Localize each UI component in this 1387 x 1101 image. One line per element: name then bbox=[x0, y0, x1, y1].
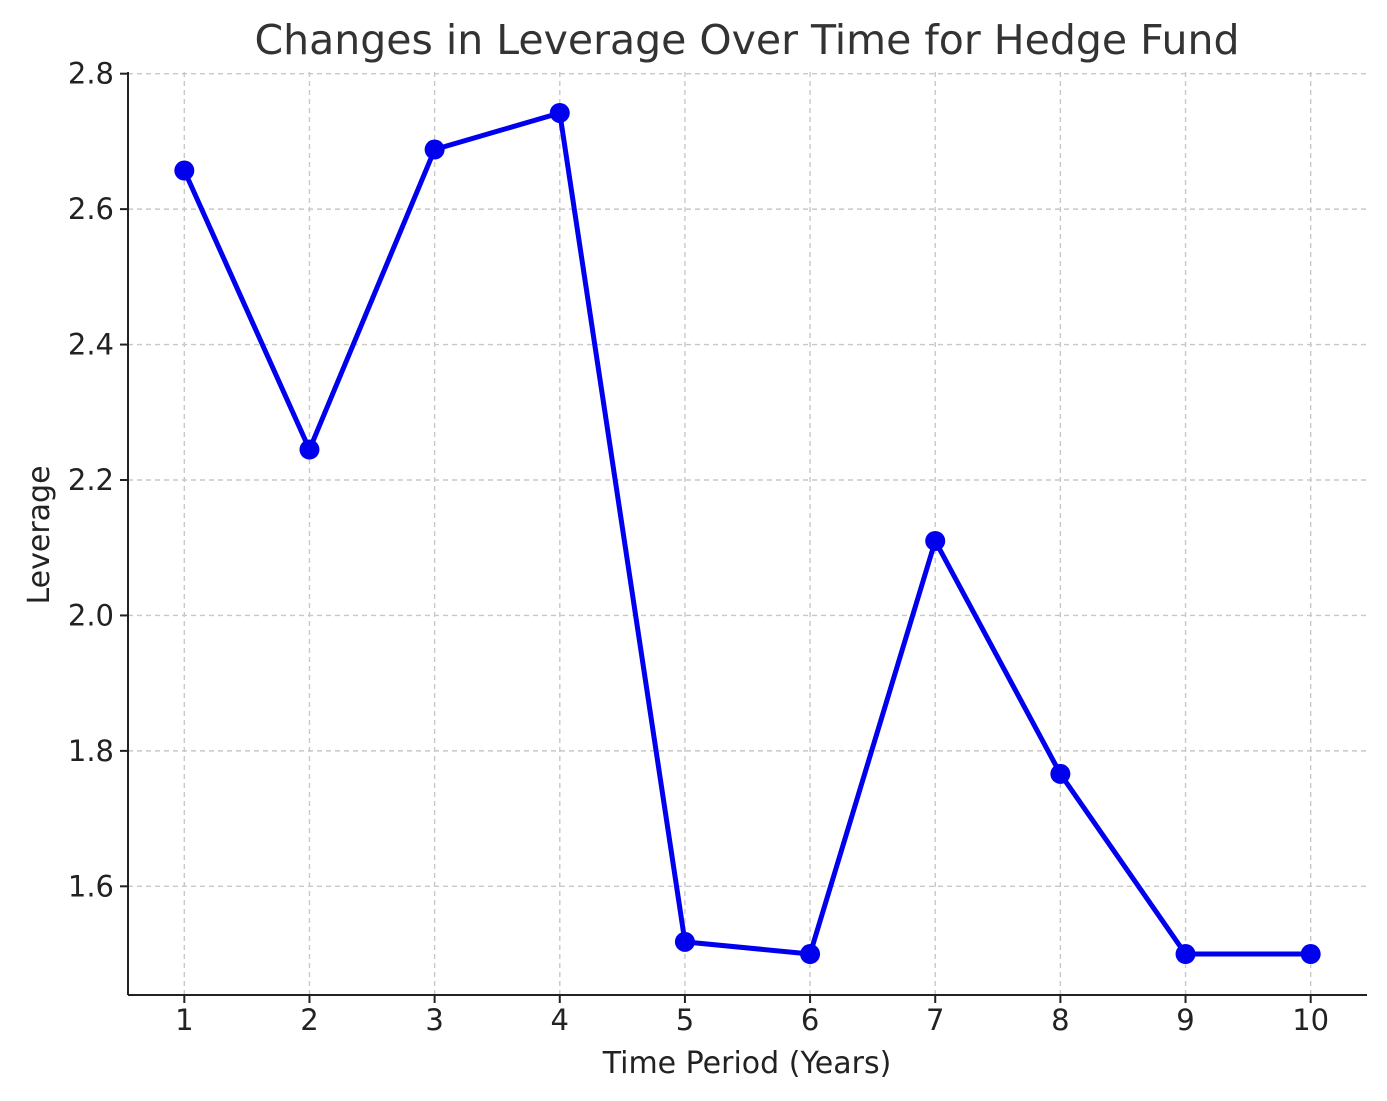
x-tick-label-7: 7 bbox=[926, 1003, 944, 1037]
y-tick-label-2: 1.8 bbox=[68, 734, 114, 768]
y-tick-label-4: 2.2 bbox=[68, 463, 114, 497]
series-line-1 bbox=[181, 110, 1314, 957]
y-axis-label: Leverage bbox=[22, 465, 57, 604]
x-ticks: 1 2 3 4 5 6 7 8 9 10 bbox=[175, 995, 1329, 1037]
y-tick-label-5: 2.4 bbox=[68, 328, 114, 362]
grid bbox=[128, 72, 1367, 995]
data-point-9 bbox=[1175, 944, 1196, 965]
x-tick-label-3: 3 bbox=[425, 1003, 443, 1037]
y-ticks: 1.6 1.8 2.0 2.2 2.4 2.6 2.8 bbox=[68, 57, 128, 903]
data-point-8 bbox=[1050, 763, 1071, 784]
x-tick-label-1: 1 bbox=[175, 1003, 193, 1037]
x-tick-label-4: 4 bbox=[551, 1003, 569, 1037]
data-point-3 bbox=[424, 139, 445, 160]
y-tick-label-7: 2.8 bbox=[68, 57, 114, 91]
x-tick-label-6: 6 bbox=[801, 1003, 819, 1037]
x-tick-label-10: 10 bbox=[1292, 1003, 1329, 1037]
x-tick-label-5: 5 bbox=[676, 1003, 694, 1037]
y-tick-label-1: 1.6 bbox=[68, 869, 114, 903]
x-axis-label: Time Period (Years) bbox=[602, 1046, 892, 1081]
data-point-4 bbox=[549, 102, 570, 123]
data-point-6 bbox=[800, 944, 821, 965]
series-layer bbox=[174, 102, 1321, 965]
y-tick-label-3: 2.0 bbox=[68, 598, 114, 632]
x-tick-label-8: 8 bbox=[1051, 1003, 1069, 1037]
data-point-1 bbox=[174, 160, 195, 181]
axes bbox=[127, 72, 1367, 996]
x-tick-label-2: 2 bbox=[300, 1003, 318, 1037]
chart-title: Changes in Leverage Over Time for Hedge … bbox=[254, 16, 1239, 64]
y-tick-label-6: 2.6 bbox=[68, 192, 114, 226]
x-tick-label-9: 9 bbox=[1176, 1003, 1194, 1037]
data-point-5 bbox=[674, 931, 695, 952]
data-point-2 bbox=[299, 439, 320, 460]
data-point-10 bbox=[1300, 944, 1321, 965]
data-point-7 bbox=[925, 530, 946, 551]
